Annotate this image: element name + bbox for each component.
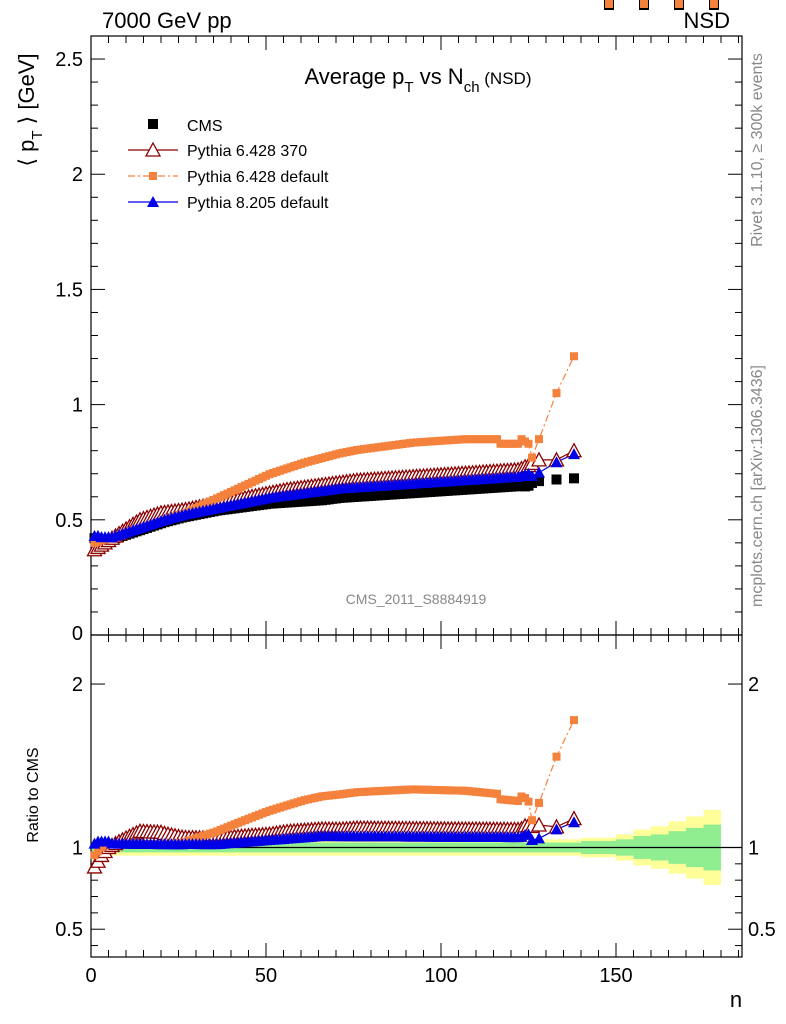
ratio-plot-area: 0 50 100 150 0.5 0.5 1 1 2 2	[55, 0, 776, 987]
main-plot-area: 0.5 1 1.5 2 2.5 0	[55, 0, 743, 645]
ratio-ylabel-group: Ratio to CMS	[25, 747, 42, 842]
main-point-series-3	[526, 470, 538, 482]
ratio-point-series-2	[605, 0, 613, 8]
legend-label-py6-default: Pythia 6.428 default	[187, 169, 329, 186]
main-point-series-3	[550, 456, 563, 468]
ratio-point-series-2	[675, 0, 683, 8]
analysis-label: CMS_2011_S8884919	[346, 591, 487, 607]
legend-marker-py6-default	[149, 172, 157, 180]
x-tick-label: 100	[424, 965, 457, 987]
legend: CMS Pythia 6.428 370 Pythia 6.428 defaul…	[128, 118, 329, 212]
chart-title: Average pT vs Nch (NSD)	[305, 64, 532, 96]
main-point-series-2	[514, 439, 522, 448]
chart-title-tail: (NSD)	[480, 69, 532, 88]
ratio-plot-frame	[90, 634, 743, 958]
rivet-note-group: Rivet 3.1.10, ≥ 300k events	[749, 53, 766, 247]
mcplots-note: mcplots.cern.ch [arXiv:1306.3436]	[749, 365, 766, 607]
ratio-point-series-2	[570, 716, 578, 725]
chart-title-sub2: ch	[464, 79, 480, 96]
ratio-y-tick-label-left: 1	[72, 837, 83, 859]
ratio-y-tick-label-left: 0.5	[55, 919, 83, 941]
ratio-y-tick-label-right: 1	[748, 837, 759, 859]
ratio-point-series-3	[550, 823, 563, 835]
chart-title-sub1: T	[404, 79, 413, 96]
main-point-series-3	[533, 466, 545, 478]
ratio-point-series-2	[514, 796, 522, 805]
legend-label-py6-370: Pythia 6.428 370	[187, 143, 307, 160]
ratio-point-series-1	[530, 816, 548, 832]
cms-data-point	[527, 477, 537, 488]
ratio-point-series-3	[533, 832, 545, 844]
main-ylabel-sub: T	[29, 130, 46, 139]
header-right-label: NSD	[684, 8, 730, 33]
cms-data-point	[569, 473, 579, 484]
ratio-point-series-2	[524, 797, 533, 806]
ratio-y-tick-label-right: 0.5	[748, 919, 776, 941]
ratio-point-series-2	[552, 752, 561, 761]
ratio-y-tick-label-left: 2	[72, 674, 83, 696]
ratio-point-series-2	[535, 798, 543, 807]
x-tick-label: 0	[85, 965, 96, 987]
main-y-tick-label: 1.5	[55, 279, 83, 301]
main-point-series-3	[568, 448, 580, 460]
ratio-point-series-3	[568, 816, 580, 828]
main-y-tick-label: 2.5	[55, 49, 83, 71]
ratio-point-series-2	[710, 0, 718, 8]
cms-data-point	[534, 476, 544, 487]
rivet-note: Rivet 3.1.10, ≥ 300k events	[749, 53, 766, 247]
legend-label-py8: Pythia 8.205 default	[187, 195, 329, 212]
legend-marker-py8	[147, 196, 159, 207]
main-point-series-2	[552, 389, 561, 398]
legend-marker-py6-370	[144, 141, 162, 157]
chart-title-main: Average p	[305, 64, 405, 89]
ratio-point-series-2	[640, 0, 648, 8]
main-y-tick-label: 1	[72, 395, 83, 417]
main-point-series-2	[524, 439, 533, 448]
main-point-series-2	[528, 453, 536, 462]
main-point-series-2	[493, 435, 501, 444]
svg-text:⟨ pT ⟩ [GeV]: ⟨ pT ⟩ [GeV]	[14, 53, 46, 166]
cms-data-point	[551, 474, 562, 485]
mcplots-note-group: mcplots.cern.ch [arXiv:1306.3436]	[749, 365, 766, 607]
x-tick-label: 150	[599, 965, 632, 987]
legend-marker-cms	[148, 119, 158, 129]
main-y-tick-label: 0.5	[55, 510, 83, 532]
chart-title-mid: vs N	[414, 64, 464, 89]
main-point-series-2	[535, 435, 543, 444]
x-axis-label: n	[730, 987, 742, 1012]
legend-label-cms: CMS	[187, 118, 223, 135]
main-ylabel-post: ⟩ [GeV]	[14, 53, 39, 130]
main-ylabel-pre: ⟨ p	[14, 140, 39, 167]
ratio-ylabel: Ratio to CMS	[25, 747, 42, 842]
main-ylabel: ⟨ pT ⟩ [GeV]	[14, 53, 46, 166]
main-y-tick-label: 2	[72, 164, 83, 186]
header-left-label: 7000 GeV pp	[102, 8, 232, 33]
main-y-tick-label-zero: 0	[72, 623, 83, 645]
ratio-point-series-2	[528, 816, 536, 825]
main-point-series-2	[570, 352, 578, 361]
ratio-point-series-2	[493, 789, 501, 798]
x-tick-label: 50	[255, 965, 277, 987]
ratio-y-tick-label-right: 2	[748, 674, 759, 696]
